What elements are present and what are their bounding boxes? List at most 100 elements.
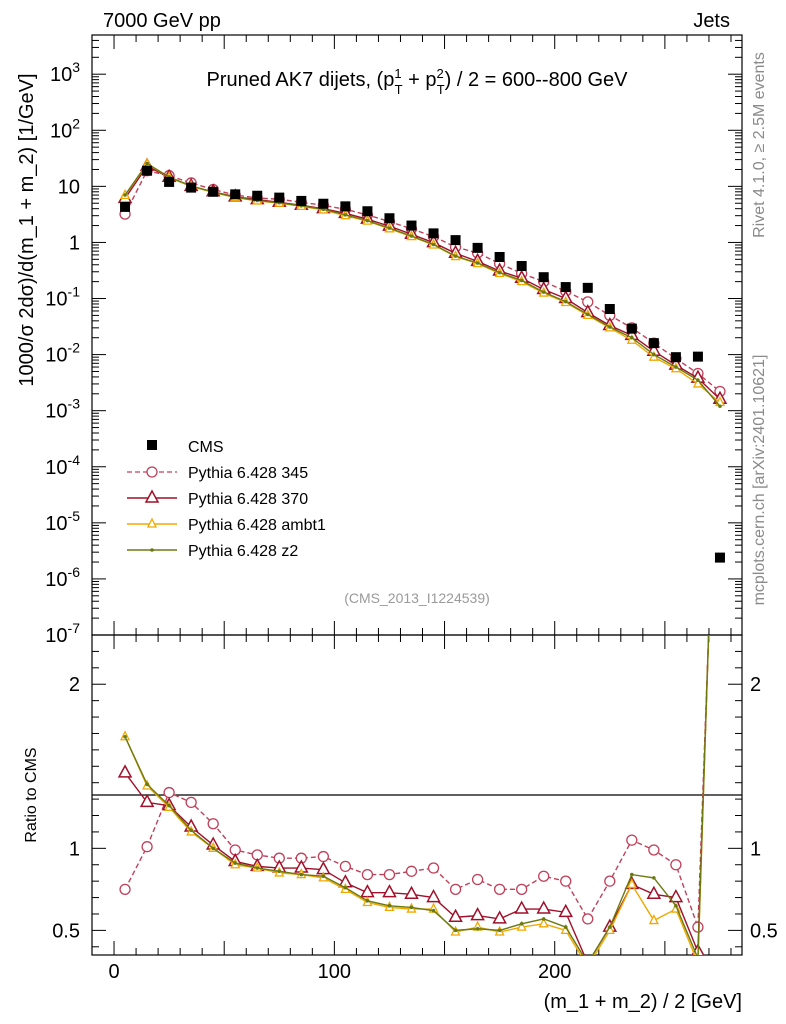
main-point-cms — [670, 352, 681, 363]
ratio-point-p345 — [317, 850, 330, 863]
ratio-point-z2 — [233, 861, 238, 865]
ratio-point-z2 — [409, 905, 414, 910]
main-line-z2 — [124, 162, 721, 407]
ratio-point-z2 — [365, 899, 370, 903]
main-point-cms — [362, 206, 373, 217]
legend-label-p370: Pythia 6.428 370 — [188, 491, 308, 508]
chart-title: Pruned AK7 dijets, (p1 T + p2 T) / 2 = 600… — [206, 66, 628, 97]
title-part-after: ) / 2 = 600--800 GeV — [445, 69, 629, 91]
legend-marker-ambt1 — [146, 517, 158, 528]
main-point-z2 — [519, 278, 524, 283]
ratio-point-ambt1 — [694, 958, 702, 966]
main-point-cms — [208, 186, 219, 197]
ratio-axis-ticks: 0.5 0.5 1 1 2 2 0 100 200 — [52, 635, 778, 983]
main-point-cms — [164, 176, 175, 187]
ratio-point-p345 — [692, 921, 704, 933]
ratio-point-p345 — [207, 818, 219, 830]
ratio-point-z2 — [167, 803, 171, 808]
main-y-axis-label: 1000/σ 2dσ)/d(m_1 + m_2) [1/GeV] — [16, 73, 38, 386]
main-point-cms — [648, 338, 659, 349]
ratio-point-p345 — [648, 844, 660, 856]
main-y-tick-label: 10-3 — [45, 396, 80, 423]
ratio-point-p345 — [405, 865, 418, 877]
title-sup-2: 2 — [436, 66, 443, 81]
main-point-cms — [714, 552, 725, 563]
main-point-z2 — [409, 234, 414, 238]
main-point-cms — [340, 201, 351, 212]
ratio-point-z2 — [497, 928, 502, 933]
x-axis-label: (m_1 + m_2) / 2 [GeV] — [544, 991, 742, 1013]
title-part-plus: + p — [403, 69, 437, 91]
main-y-tick-label: 102 — [50, 115, 80, 142]
ratio-point-p345 — [670, 859, 682, 871]
ratio-point-z2 — [431, 908, 436, 913]
ratio-point-p370 — [558, 903, 573, 918]
main-point-z2 — [453, 254, 458, 258]
main-point-z2 — [585, 312, 590, 317]
x-tick-label: 100 — [318, 961, 351, 983]
main-point-cms — [406, 220, 417, 231]
main-point-z2 — [475, 261, 480, 265]
main-y-tick-label: 1 — [69, 232, 80, 254]
ratio-y-tick-label-right: 1 — [750, 838, 761, 860]
ratio-point-p370 — [139, 793, 155, 808]
ratio-point-z2 — [475, 926, 480, 931]
main-point-cms — [296, 195, 307, 206]
main-point-z2 — [563, 299, 568, 304]
ratio-point-z2 — [541, 917, 546, 921]
main-point-cms — [428, 228, 439, 239]
legend-label-z2: Pythia 6.428 z2 — [188, 543, 298, 560]
legend-entry-p370: Pythia 6.428 370 — [127, 489, 308, 508]
ratio-point-z2 — [343, 885, 348, 890]
main-point-z2 — [387, 226, 392, 230]
ratio-point-p345 — [560, 875, 572, 887]
main-point-z2 — [431, 242, 436, 247]
header-left: 7000 GeV pp — [103, 10, 221, 32]
ratio-point-ambt1 — [538, 917, 549, 928]
ratio-y-tick-label-right: 2 — [750, 674, 761, 696]
ratio-point-ambt1 — [648, 914, 659, 925]
main-point-cms — [384, 213, 395, 224]
ratio-point-z2 — [387, 903, 392, 908]
ratio-point-p345 — [339, 860, 352, 873]
main-point-cms — [692, 351, 703, 362]
ratio-point-p345 — [383, 868, 396, 881]
legend-entry-z2: Pythia 6.428 z2 — [127, 543, 298, 560]
legend: CMS Pythia 6.428 345 Pythia 6.428 370 Py… — [127, 439, 326, 560]
ratio-point-z2 — [145, 782, 149, 787]
main-point-cms — [142, 165, 153, 176]
ratio-point-p345 — [493, 883, 506, 896]
ratio-point-p370 — [382, 884, 397, 898]
main-line-ambt1 — [124, 163, 721, 404]
ratio-point-p370 — [404, 885, 419, 900]
ratio-point-z2 — [607, 925, 612, 929]
x-tick-label: 0 — [108, 961, 119, 983]
ratio-series-group — [117, 635, 710, 966]
title-sub-t1: T — [395, 82, 403, 97]
ratio-line-ambt1 — [124, 635, 710, 955]
main-point-z2 — [123, 193, 127, 197]
header-right: Jets — [693, 10, 730, 32]
ratio-point-z2 — [586, 961, 590, 965]
main-point-cms — [494, 251, 505, 262]
legend-marker-cms — [147, 440, 157, 450]
ratio-point-z2 — [277, 869, 282, 874]
main-line-p345 — [124, 169, 721, 393]
ratio-y-axis-label: Ratio to CMS — [23, 747, 40, 842]
main-point-cms — [230, 189, 241, 200]
main-point-z2 — [674, 365, 678, 369]
ratio-point-p345 — [471, 873, 484, 886]
ratio-y-tick-label: 2 — [69, 674, 80, 696]
main-y-tick-label: 10-4 — [45, 452, 80, 479]
ratio-point-p370 — [448, 908, 463, 923]
mcplots-label: mcplots.cern.ch [arXiv:2401.10621] — [751, 355, 768, 606]
ratio-point-z2 — [123, 734, 127, 739]
main-point-cms — [318, 198, 329, 209]
ratio-point-p345 — [582, 913, 594, 925]
main-point-z2 — [497, 270, 502, 275]
main-line-p370 — [124, 165, 721, 400]
main-point-z2 — [607, 325, 612, 329]
ratio-y-tick-label: 1 — [69, 838, 80, 860]
main-point-z2 — [343, 213, 348, 217]
